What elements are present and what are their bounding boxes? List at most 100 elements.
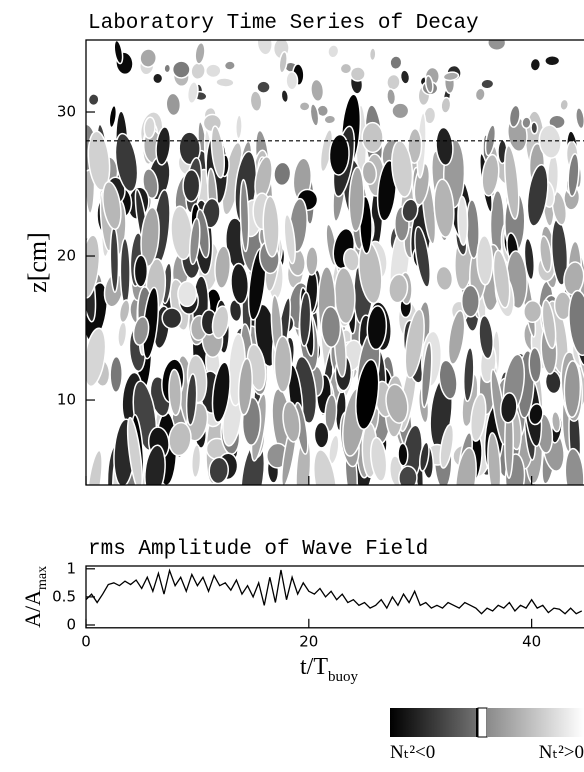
field-blob (114, 132, 139, 193)
field-blob (435, 265, 454, 292)
field-blob (447, 309, 466, 365)
field-blob (285, 71, 299, 91)
field-blob (86, 327, 107, 388)
field-blob (163, 63, 172, 74)
field-blob (563, 360, 582, 418)
field-blob (144, 444, 166, 485)
field-blob (143, 116, 156, 139)
field-blob (563, 261, 584, 296)
field-blob (208, 456, 230, 485)
x-tick-label: 0 (81, 632, 91, 650)
field-blob (273, 335, 293, 393)
field-blob (469, 393, 487, 442)
field-blob (523, 237, 536, 281)
field-blob (478, 314, 494, 360)
y-tick-label: 1 (66, 559, 76, 577)
field-blob (369, 436, 388, 482)
field-blob (544, 54, 561, 67)
field-blob (320, 305, 342, 348)
field-blob (407, 127, 423, 165)
field-blob (210, 125, 226, 179)
field-blob (223, 60, 236, 71)
field-blob (215, 77, 235, 88)
field-blob (508, 104, 521, 128)
y-tick-label: 0 (66, 615, 76, 633)
field-blob (454, 446, 477, 485)
field-blob (440, 96, 452, 114)
field-blob (305, 246, 319, 276)
x-tick-label: 40 (522, 632, 541, 650)
field-blob (228, 299, 243, 323)
field-blob (239, 178, 250, 253)
field-blob (298, 101, 311, 112)
field-blob (186, 81, 199, 105)
field-blob (133, 254, 149, 288)
field-blob (435, 126, 454, 166)
field-blob (523, 300, 543, 324)
field-blob (348, 166, 365, 233)
field-blob (211, 305, 230, 339)
field-blob (420, 341, 433, 409)
field-blob (237, 357, 253, 416)
field-blob (339, 62, 353, 75)
field-blob (528, 403, 544, 426)
field-blob (86, 449, 103, 485)
field-blob (499, 392, 518, 424)
field-blob (457, 195, 469, 246)
field-blob (349, 66, 366, 82)
field-blob (249, 90, 263, 113)
field-blob (551, 410, 562, 433)
field-blob (481, 153, 500, 197)
colorbar-label: Nₜ²<0 (390, 742, 435, 763)
field-blob (541, 299, 557, 350)
field-blob (102, 180, 122, 231)
y-axis-label-sub: max (35, 566, 50, 590)
field-blob (211, 361, 231, 423)
y-axis-label-main: A/A (20, 590, 45, 628)
field-blob (424, 75, 434, 94)
field-blob (168, 421, 192, 457)
x-axis-label-sub: buoy (328, 669, 359, 685)
field-blob (214, 245, 232, 289)
field-blob (282, 400, 301, 443)
field-blob (388, 273, 409, 304)
y-axis-label: z[cm] (23, 232, 52, 293)
field-blob (190, 443, 202, 479)
field-blob (87, 93, 100, 107)
colorbar-dark (390, 708, 476, 737)
y-tick-label: 10 (57, 391, 76, 409)
colorbar-gap (477, 707, 488, 738)
field-blob (309, 103, 320, 127)
field-blob (312, 449, 338, 485)
field-blob (188, 217, 201, 266)
field-blob (126, 416, 143, 485)
field-blob (442, 71, 460, 82)
field-blob (280, 89, 290, 104)
field-blob (385, 383, 409, 424)
field-blob (386, 88, 397, 106)
field-blob (323, 114, 337, 125)
field-blob (528, 347, 543, 383)
field-blob (355, 358, 380, 430)
field-blob (230, 262, 250, 305)
field-blob (278, 51, 288, 74)
field-blob (376, 159, 398, 222)
field-blob (492, 249, 511, 309)
field-blob (480, 78, 495, 90)
field-blob (439, 423, 455, 469)
field-blob (185, 373, 198, 426)
field-blob (182, 169, 201, 203)
field-blob (460, 284, 480, 318)
field-blob (389, 55, 403, 70)
field-blob (119, 237, 131, 307)
colorbar (390, 707, 584, 738)
field-blob (161, 307, 183, 330)
field-blob (476, 235, 494, 286)
field-blob (86, 234, 101, 299)
y-tick-label: 30 (57, 103, 76, 121)
field-blob (171, 60, 191, 79)
field-blob (168, 368, 182, 417)
field-blob (262, 195, 280, 258)
field-blob (165, 92, 182, 117)
